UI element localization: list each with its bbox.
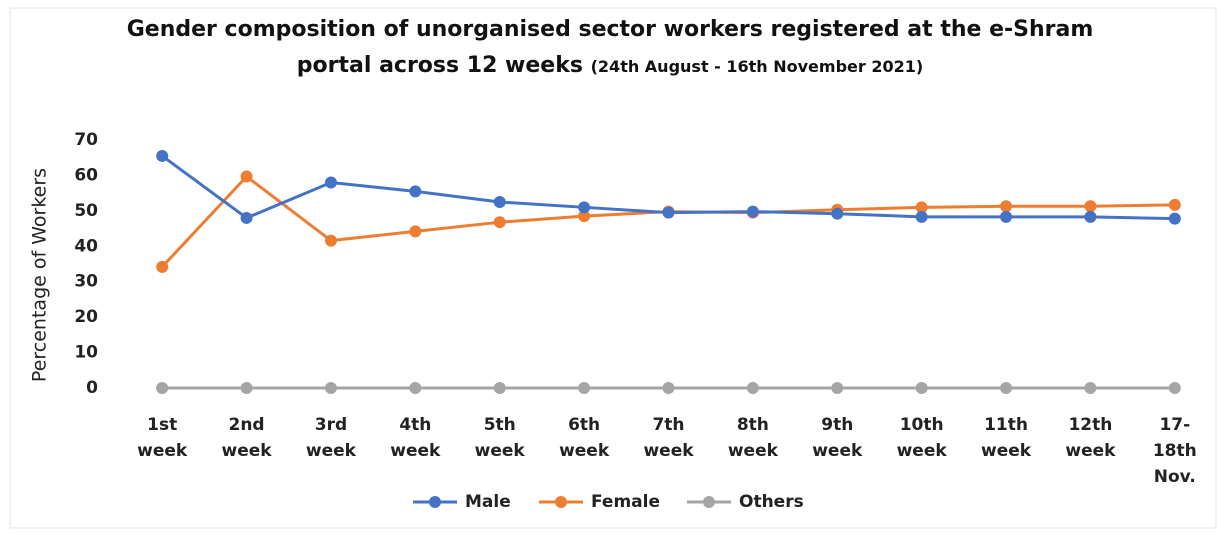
x-tick-label: 7th week [643, 415, 694, 461]
x-tick-label: 4th week [390, 415, 441, 461]
y-tick-label: 20 [74, 307, 98, 327]
x-tick-label: 5th week [474, 415, 525, 461]
data-point [662, 206, 675, 219]
y-tick-label: 0 [86, 378, 98, 398]
data-point [409, 185, 422, 198]
legend-label: Male [465, 492, 511, 512]
x-tick-label: 1st week [137, 415, 188, 461]
legend-label: Female [591, 492, 660, 512]
data-point [1084, 210, 1097, 223]
data-point [1084, 200, 1097, 213]
data-point [1000, 382, 1013, 394]
legend-marker [429, 496, 441, 508]
x-tick-label: 9th week [812, 415, 863, 461]
data-point [915, 201, 928, 214]
chart-border [9, 7, 1217, 529]
y-tick-label: 70 [74, 130, 98, 150]
legend-marker [703, 496, 715, 508]
data-point [915, 382, 928, 394]
data-point [324, 234, 337, 247]
data-point [578, 201, 591, 214]
data-point [156, 382, 169, 394]
data-point [240, 211, 253, 224]
data-point [156, 260, 169, 273]
data-point [746, 382, 759, 394]
x-tick-label: 6th week [559, 415, 610, 461]
data-point [662, 382, 675, 394]
data-point [409, 225, 422, 238]
y-tick-label: 60 [74, 165, 98, 185]
x-tick-label: 11th week [980, 415, 1032, 461]
x-tick-label: 10th week [896, 415, 947, 461]
y-tick-label: 30 [74, 272, 98, 292]
data-point [915, 210, 928, 223]
data-point [831, 207, 844, 220]
data-point [1168, 212, 1181, 225]
data-point [1168, 382, 1181, 394]
data-point [240, 170, 253, 183]
data-point [578, 210, 591, 223]
data-point [578, 382, 591, 394]
data-point [493, 196, 506, 208]
data-point [156, 149, 169, 162]
data-point [831, 382, 844, 394]
x-tick-label: 17-18th Nov. [1152, 415, 1197, 487]
chart-subtitle: (24th August - 16th November 2021) [590, 57, 924, 76]
y-axis-label: Percentage of Workers [29, 168, 51, 382]
x-tick-label: 3rd week [305, 415, 356, 461]
data-point [1000, 200, 1013, 213]
y-tick-label: 10 [74, 343, 98, 363]
data-point [324, 382, 337, 394]
data-point [746, 205, 759, 218]
x-tick-label: 2nd week [221, 415, 272, 461]
data-point [1084, 382, 1097, 394]
x-tick-label: 8th week [727, 415, 778, 461]
y-tick-label: 50 [74, 201, 98, 221]
x-tick-label: 12th week [1065, 415, 1116, 461]
y-tick-label: 40 [74, 236, 98, 256]
data-point [493, 382, 506, 394]
data-point [1168, 198, 1181, 211]
data-point [493, 216, 506, 229]
data-point [324, 176, 337, 189]
chart-title-block: Gender composition of unorganised sector… [110, 12, 1110, 85]
legend-marker [555, 496, 567, 508]
data-point [409, 382, 422, 394]
data-point [1000, 210, 1013, 223]
chart-title: Gender composition of unorganised sector… [126, 17, 1094, 78]
data-point [240, 382, 253, 394]
legend-label: Others [739, 492, 804, 512]
